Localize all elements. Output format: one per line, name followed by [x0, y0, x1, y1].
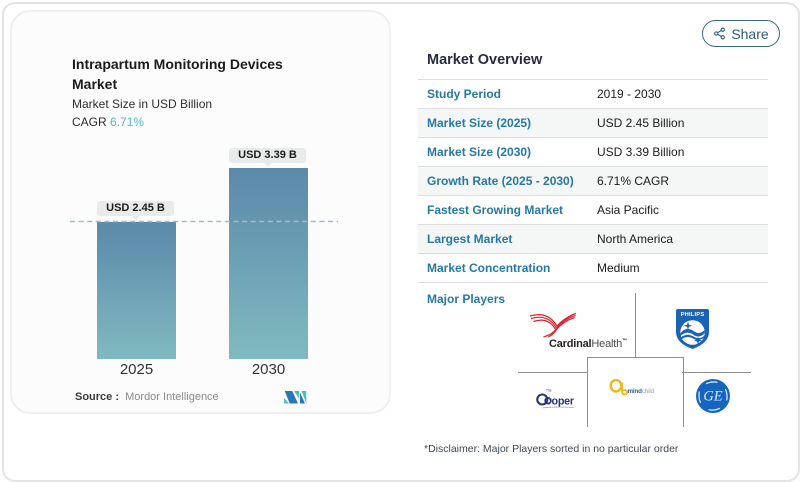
- svg-text:The: The: [546, 389, 552, 393]
- svg-text:PHILIPS: PHILIPS: [681, 312, 705, 318]
- svg-text:CardinalHealth™: CardinalHealth™: [549, 338, 627, 350]
- svg-text:GE: GE: [703, 389, 722, 405]
- svg-text:mindchild: mindchild: [628, 388, 655, 395]
- svg-text:oper: oper: [552, 396, 575, 408]
